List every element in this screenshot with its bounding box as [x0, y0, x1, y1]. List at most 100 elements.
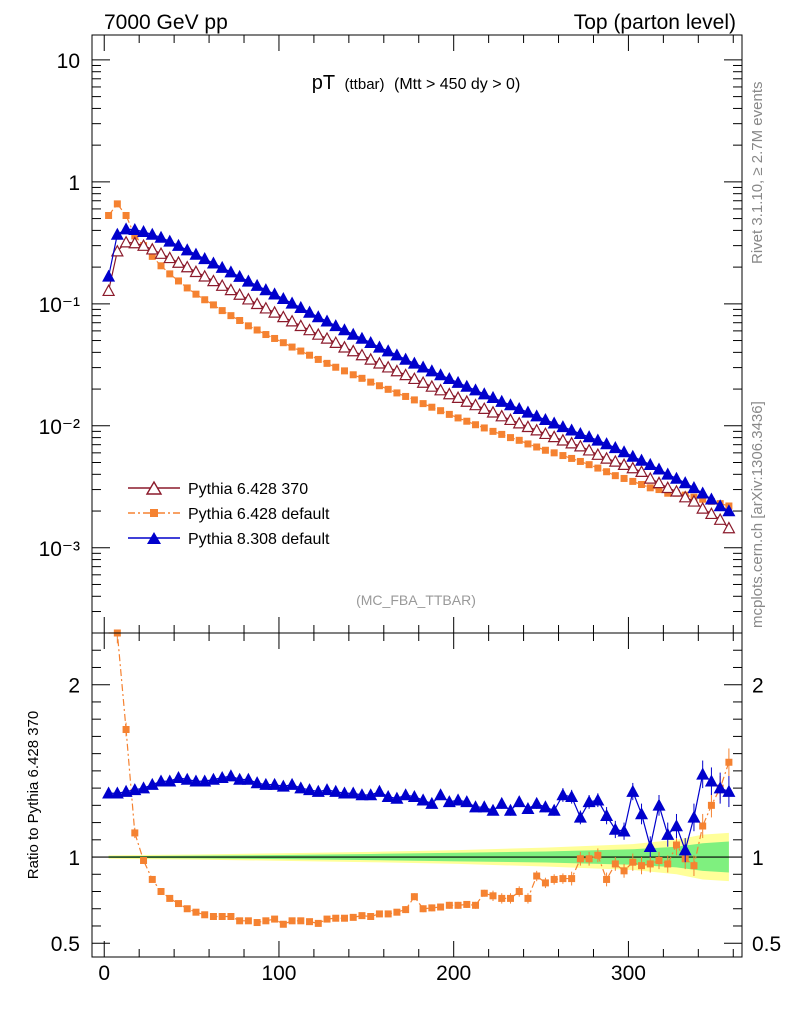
ratio-data-point [224, 769, 238, 782]
ratio-data-point [646, 860, 654, 868]
main-data-point [512, 416, 526, 429]
main-data-point [486, 405, 500, 418]
ratio-data-point [384, 910, 392, 918]
main-data-point [215, 260, 229, 273]
main-data-point [105, 211, 113, 219]
main-data-point [626, 449, 640, 462]
ratio-data-point [530, 796, 544, 809]
plot-title-small: (ttbar) [345, 76, 385, 93]
main-data-point [364, 352, 378, 365]
ratio-data-point [565, 789, 579, 802]
ratio-data-point [119, 784, 133, 797]
main-data-point [661, 481, 675, 494]
main-data-point [137, 224, 151, 238]
main-data-point [233, 269, 247, 282]
main-data-point [600, 451, 614, 464]
ratio-data-point [189, 774, 203, 787]
main-data-point [393, 389, 401, 397]
ratio-data-point [591, 793, 605, 806]
main-data-point [180, 260, 194, 273]
ratio-data-point [259, 777, 273, 790]
ratio-series-0 [108, 629, 733, 928]
ratio-data-point [102, 786, 116, 799]
ratio-data-point [346, 786, 360, 799]
ratio-series-line [108, 632, 730, 925]
main-data-point [442, 387, 456, 400]
ratio-data-point [381, 789, 395, 802]
legend-marker-pythia6-default [150, 509, 158, 517]
ratio-data-point [110, 786, 124, 799]
ratio-data-point [687, 810, 701, 823]
ratio-data-point [696, 767, 710, 780]
ratio-data-point [538, 800, 552, 813]
ratio-data-point [547, 803, 561, 816]
main-data-point [646, 484, 654, 492]
ratio-data-point [437, 903, 445, 911]
main-data-point [573, 439, 587, 452]
main-data-point [407, 371, 421, 385]
main-data-point [410, 396, 418, 404]
main-data-point [241, 274, 255, 287]
x-tick-label: 200 [436, 962, 471, 985]
ratio-data-point [503, 803, 517, 816]
main-data-point [399, 368, 413, 381]
mcplots-label: mcplots.cern.ch [arXiv:1306.3436] [749, 401, 766, 628]
main-data-point [556, 420, 570, 433]
ratio-data-point [253, 919, 261, 927]
main-data-point [323, 359, 331, 367]
main-data-point [320, 314, 334, 327]
x-tick-label: 0 [98, 962, 110, 985]
main-data-point [469, 398, 483, 411]
main-data-point [600, 437, 614, 450]
ratio-y-tick-label: 1 [68, 847, 80, 870]
main-data-point [533, 443, 541, 451]
ratio-data-point [399, 788, 413, 801]
main-data-point [704, 506, 718, 520]
main-data-point [402, 392, 410, 400]
ratio-data-point [669, 819, 683, 832]
main-data-point [244, 322, 252, 330]
main-data-point [364, 335, 378, 348]
main-data-point [329, 335, 343, 348]
main-data-point [512, 401, 526, 415]
main-data-point [669, 471, 683, 484]
main-data-point [198, 252, 212, 265]
main-data-point [486, 390, 500, 403]
ratio-data-point [690, 862, 698, 870]
ratio-data-point [407, 789, 421, 802]
ratio-data-point [183, 905, 191, 913]
legend-label-pythia6-default: Pythia 6.428 default [188, 506, 330, 523]
main-data-point [594, 464, 602, 472]
main-data-point [437, 407, 445, 415]
main-data-point [113, 200, 121, 208]
ratio-data-point [608, 822, 622, 835]
x-axis: 0 100 200 300 [98, 35, 734, 985]
ratio-data-point [174, 900, 182, 908]
main-data-point [337, 340, 351, 353]
main-data-point [189, 265, 203, 278]
ratio-y-tick-label: 2 [68, 675, 80, 698]
main-data-point [250, 297, 264, 310]
main-y-tick-label: 10⁻² [39, 416, 80, 439]
main-data-point [145, 242, 159, 255]
main-data-point [390, 364, 404, 377]
main-data-point [171, 255, 185, 268]
ratio-data-point [454, 901, 462, 909]
main-data-point [515, 436, 523, 444]
ratio-data-point [250, 776, 264, 789]
ratio-data-point [672, 841, 680, 849]
ratio-data-point [137, 781, 151, 794]
ratio-data-point [506, 894, 514, 902]
ratio-data-point [515, 888, 523, 896]
main-data-point [189, 247, 203, 260]
ratio-data-point [355, 788, 369, 801]
main-data-point [346, 327, 360, 340]
ratio-data-point [434, 788, 448, 801]
ratio-data-point [451, 793, 465, 806]
ratio-data-point [372, 784, 386, 797]
main-data-point [559, 452, 567, 460]
main-data-point [268, 287, 282, 300]
main-series-0 [102, 235, 736, 534]
ratio-data-point [227, 913, 235, 920]
ratio-data-point [241, 772, 255, 785]
